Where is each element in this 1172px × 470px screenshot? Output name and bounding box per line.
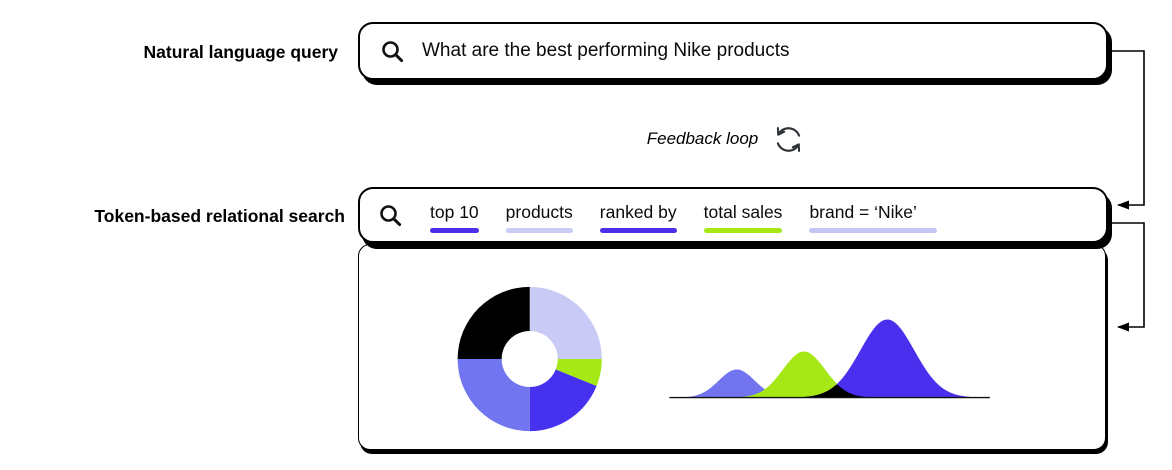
feedback-loop-label: Feedback loop: [646, 129, 759, 148]
natural-language-search-box[interactable]: What are the best performing Nike produc…: [358, 22, 1108, 80]
curve-green: [732, 351, 876, 398]
segment-lavender: [529, 286, 602, 360]
connector-query-to-tokens: [1108, 50, 1145, 210]
token-text: total sales: [703, 201, 783, 222]
token-underline: [809, 227, 937, 233]
curve-periwinkle: [675, 369, 798, 398]
segment-green: [555, 359, 602, 387]
token-search-label: Token-based relational search: [94, 206, 345, 226]
token-text: products: [505, 201, 573, 222]
query-text[interactable]: What are the best performing Nike produc…: [422, 40, 790, 61]
segment-periwinkle: [457, 359, 530, 432]
connector-tokens-to-results: [1108, 222, 1145, 332]
token-text: brand = ‘Nike’: [809, 201, 917, 222]
density-chart: [669, 319, 990, 399]
token-chip[interactable]: ranked by: [599, 201, 677, 233]
token-chip[interactable]: top 10: [430, 202, 479, 233]
token-text: ranked by: [599, 201, 677, 222]
token-chip[interactable]: products: [505, 201, 573, 233]
donut-chart: [457, 286, 602, 432]
search-icon: [382, 40, 404, 62]
results-charts: [457, 286, 990, 432]
token-chip[interactable]: total sales: [703, 201, 783, 233]
cycle-arrows-icon: [777, 126, 801, 152]
segment-blue: [529, 369, 597, 432]
token-search-box[interactable]: top 10 products ranked by total sales br…: [358, 187, 1108, 243]
token-underline: [505, 227, 573, 233]
token-underline: [703, 227, 783, 233]
curve-overlap: [801, 384, 868, 398]
token-underline: [430, 227, 479, 233]
segment-black: [457, 286, 530, 360]
feedback-loop: Feedback loop: [557, 117, 897, 161]
search-icon: [380, 204, 402, 226]
curve-blue: [795, 319, 979, 398]
natural-language-query-label: Natural language query: [143, 42, 339, 62]
token-text: top 10: [430, 201, 479, 222]
token-chip[interactable]: brand = ‘Nike’: [809, 201, 937, 233]
token-underline: [599, 227, 677, 233]
results-panel: [358, 244, 1106, 450]
